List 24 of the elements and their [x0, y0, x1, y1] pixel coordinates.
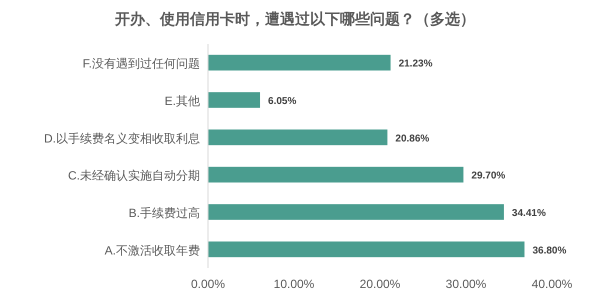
- y-tick-label: D.以手续费名义变相收取利息: [44, 131, 200, 146]
- x-tick-label: 0.00%: [190, 277, 226, 291]
- data-label: 34.41%: [512, 208, 546, 219]
- x-tick-label: 40.00%: [532, 277, 573, 291]
- data-label: 21.23%: [398, 58, 433, 70]
- y-tick-label: A.不激活收取年费: [104, 243, 200, 258]
- y-tick-label: F.没有遇到过任何问题: [82, 56, 200, 71]
- bar: [208, 92, 260, 108]
- y-tick-label: E.其他: [164, 94, 200, 108]
- y-tick-label: C.未经确认实施自动分期: [68, 168, 200, 183]
- data-label: 36.80%: [532, 245, 567, 256]
- data-label: 6.05%: [268, 96, 296, 107]
- data-label: 20.86%: [395, 133, 430, 144]
- y-tick-label: B.手续费过高: [128, 206, 200, 220]
- chart-title: 开办、使用信用卡时，遭遇过以下哪些问题？（多选）: [114, 11, 475, 28]
- bar: [208, 204, 504, 220]
- x-tick-label: 20.00%: [360, 277, 401, 291]
- bar: [208, 54, 391, 71]
- x-tick-label: 10.00%: [274, 277, 315, 291]
- data-label: 29.70%: [471, 170, 506, 182]
- bar: [208, 166, 464, 183]
- bar: [208, 129, 388, 146]
- bar: [208, 241, 524, 258]
- x-tick-label: 30.00%: [446, 277, 487, 291]
